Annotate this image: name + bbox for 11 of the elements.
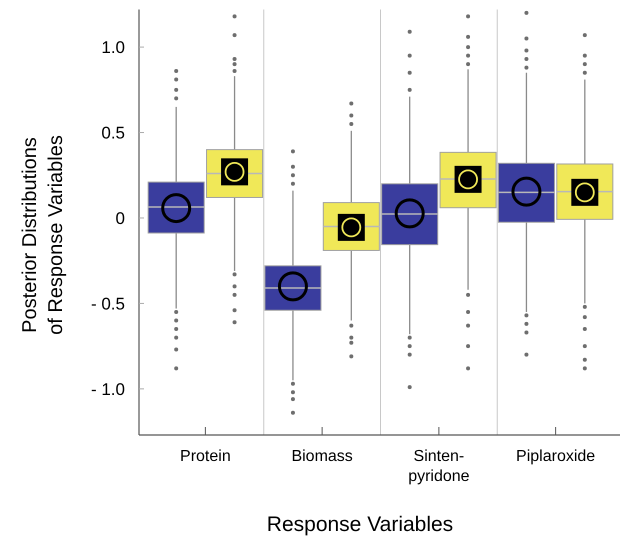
y-tick-label: - 1.0 [90,380,125,399]
y-tick-label: 0.5 [101,123,125,142]
y-tick-label: - 0.5 [90,294,125,314]
x-tick-label: Piplaroxide [516,448,596,465]
x-axis-title: Response Variables [266,513,454,536]
x-tick-label: Protein [180,448,231,465]
y-axis-title: Posterior Distributions of Response Variables [19,135,67,335]
y-tick-label: 0 [116,208,125,228]
x-tick-label: Sinten-pyridone [408,448,470,485]
y-tick-label: 1.0 [101,38,125,58]
x-tick-label: Biomass [291,448,353,465]
